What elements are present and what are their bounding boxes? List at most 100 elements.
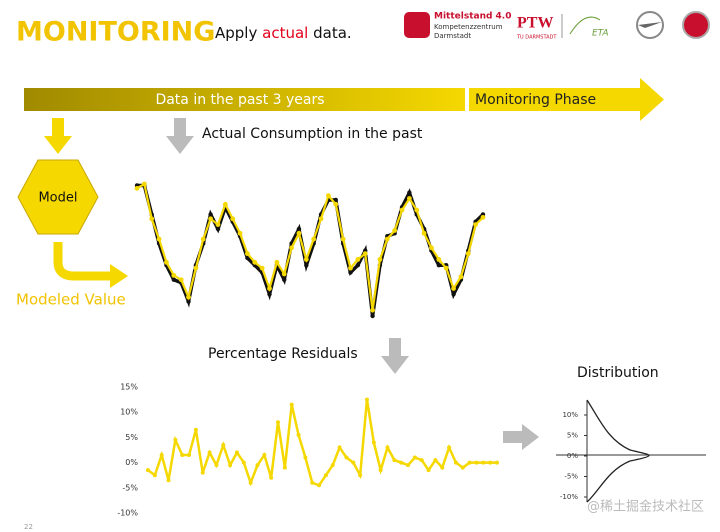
- point-modeled: [267, 286, 272, 291]
- point-modeled: [451, 286, 456, 291]
- y-tick-label: 10%: [120, 408, 138, 417]
- residual-point: [289, 402, 294, 407]
- point-modeled: [333, 201, 339, 207]
- point-actual: [407, 190, 412, 195]
- residuals-chart: 15% 10% 5% 0% -5% -10%: [117, 383, 499, 518]
- point-modeled: [222, 201, 228, 207]
- point-modeled: [429, 245, 434, 251]
- residual-point: [200, 470, 205, 475]
- logo-text: Kompetenzzentrum: [434, 23, 503, 31]
- residual-point: [234, 450, 239, 455]
- residual-point: [481, 460, 486, 465]
- y-tick-label: 5%: [125, 433, 138, 442]
- residual-point: [351, 460, 356, 465]
- residual-point: [488, 460, 493, 465]
- residual-point: [433, 458, 438, 463]
- model-output: Modeled Value: [16, 291, 126, 309]
- residual-point: [495, 460, 499, 465]
- point-modeled: [443, 265, 449, 271]
- point-modeled: [259, 265, 265, 271]
- residual-point: [447, 445, 452, 450]
- residual-point: [399, 460, 404, 465]
- logo-opel: [638, 22, 662, 28]
- residual-point: [207, 450, 212, 455]
- residual-point: [406, 463, 411, 468]
- residual-point: [371, 440, 376, 445]
- line-modeled: [136, 182, 484, 311]
- timeline-label: Monitoring Phase: [475, 92, 596, 108]
- residual-point: [419, 458, 424, 463]
- residual-point: [173, 437, 178, 442]
- y-tick-label: 0%: [567, 452, 578, 460]
- point-modeled: [237, 230, 243, 236]
- point-modeled: [281, 271, 287, 277]
- point-modeled: [348, 265, 353, 271]
- point-modeled: [480, 214, 486, 220]
- residual-point: [323, 473, 328, 478]
- residual-point: [159, 453, 164, 458]
- point-modeled: [252, 259, 258, 265]
- point-modeled: [473, 222, 479, 228]
- point-modeled: [370, 307, 375, 313]
- arrow-head: [110, 264, 128, 288]
- residual-point: [241, 460, 246, 465]
- point-modeled: [141, 181, 147, 187]
- page-number: 22: [24, 523, 33, 531]
- arrow-down: [381, 338, 409, 374]
- residual-point: [392, 458, 397, 463]
- y-tick-label: 5%: [567, 432, 578, 440]
- residual-point: [276, 420, 281, 425]
- bell-curve: [586, 399, 650, 503]
- point-modeled: [399, 207, 405, 213]
- point-actual: [245, 255, 250, 261]
- residual-line: [147, 399, 497, 487]
- point-modeled: [193, 265, 199, 271]
- residual-point: [146, 468, 150, 473]
- point-modeled: [208, 216, 214, 222]
- title: MONITORING: [16, 17, 215, 48]
- residual-point: [248, 480, 253, 485]
- timeline-label: Data in the past 3 years: [155, 92, 324, 108]
- y-tick-label: 0%: [125, 458, 138, 467]
- point-modeled: [318, 216, 324, 222]
- point-modeled: [421, 230, 427, 236]
- arrow-curve: [53, 242, 112, 281]
- residual-point: [426, 468, 431, 473]
- point-modeled: [134, 185, 140, 191]
- distribution-chart: 10% 5% 0% -5% -10%: [556, 399, 706, 503]
- point-actual: [436, 263, 442, 268]
- consumption-chart: [134, 181, 486, 319]
- residual-point: [221, 442, 226, 447]
- y-tick-label: -5%: [564, 473, 578, 481]
- arrow-down: [166, 118, 194, 154]
- point-modeled: [200, 236, 206, 242]
- residual-point: [193, 427, 198, 432]
- point-actual: [370, 313, 375, 319]
- residual-point: [228, 463, 233, 468]
- residual-point: [412, 455, 417, 460]
- residual-point: [330, 463, 335, 468]
- residual-point: [310, 480, 315, 485]
- timeline-past: [24, 88, 465, 111]
- residual-point: [467, 460, 472, 465]
- subtitle-highlight: actual: [262, 24, 308, 42]
- point-modeled: [458, 274, 464, 280]
- point-modeled: [406, 196, 412, 201]
- logo-opel: [636, 11, 664, 39]
- residual-point: [440, 465, 445, 470]
- point-modeled: [245, 251, 250, 257]
- model-label: Model: [38, 191, 77, 206]
- point-modeled: [311, 236, 317, 242]
- residual-point: [296, 432, 301, 437]
- point-modeled: [355, 257, 361, 262]
- y-tick-label: 15%: [120, 383, 138, 392]
- logo-text: TU DARMSTADT: [516, 35, 557, 41]
- logo-swoosh: [569, 16, 601, 35]
- residual-point: [152, 473, 157, 478]
- logo-text: PTW: [517, 15, 553, 32]
- residual-point: [460, 465, 465, 470]
- logo-icon: [404, 12, 430, 38]
- point-modeled: [377, 257, 383, 262]
- point-modeled: [384, 236, 390, 242]
